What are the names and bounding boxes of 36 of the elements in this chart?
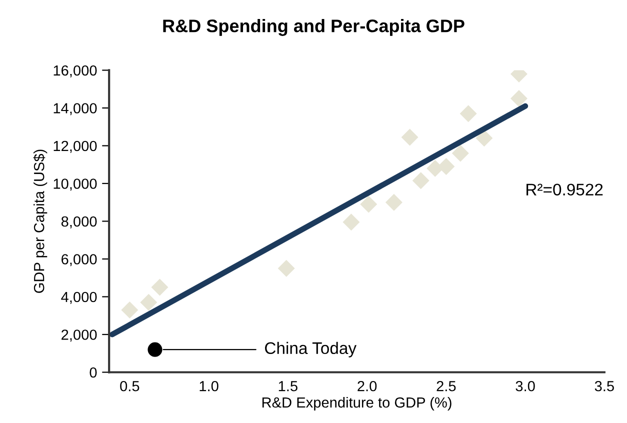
- x-tick-label: 3.5: [594, 380, 614, 392]
- y-tick-label: 0: [90, 367, 97, 378]
- y-tick-label: 12,000: [54, 140, 97, 153]
- point: [140, 294, 158, 311]
- x-tick-label: 2.5: [436, 380, 456, 392]
- y-tick-label: 6,000: [62, 254, 97, 266]
- point: [412, 172, 430, 190]
- y-tick-label: 16,000: [54, 65, 97, 78]
- x-tick-label: 1.0: [200, 380, 218, 392]
- point: [278, 260, 295, 277]
- point: [151, 278, 168, 296]
- point: [360, 196, 378, 213]
- annotation: R²=0.9522: [526, 184, 603, 196]
- y-tick-label: 10,000: [54, 178, 97, 191]
- point: [401, 128, 418, 146]
- point: [342, 214, 360, 231]
- x-tick-label: 3.0: [516, 380, 535, 392]
- point: [121, 301, 138, 318]
- point: [460, 105, 477, 122]
- y-tick-label: 4,000: [61, 292, 97, 304]
- x-tick-label: 2.0: [358, 380, 377, 392]
- x-axis-title: R&D Expenditure to GDP (%): [262, 396, 452, 411]
- point: [438, 158, 455, 175]
- point: [385, 194, 402, 211]
- chart-title: R&D Spending and Per-Capita GDP: [163, 19, 464, 36]
- y-axis-title: GDP per Capita (US$): [33, 150, 48, 293]
- point: [148, 342, 162, 357]
- y-tick-label: 14,000: [54, 103, 97, 116]
- point: [510, 90, 528, 108]
- y-tick-label: 8,000: [61, 216, 97, 228]
- x-tick-label: 1.5: [278, 381, 298, 392]
- point: [476, 130, 493, 147]
- y-tick-label: 2,000: [62, 330, 97, 342]
- x-tick-label: 0.5: [120, 380, 140, 392]
- annotation: China Today: [265, 342, 357, 358]
- point: [452, 144, 469, 162]
